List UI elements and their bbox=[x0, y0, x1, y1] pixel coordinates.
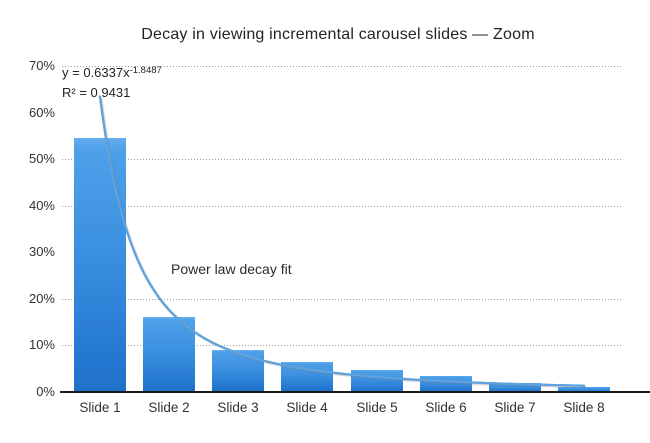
x-tick-label: Slide 1 bbox=[79, 400, 121, 415]
x-tick-label: Slide 6 bbox=[425, 400, 467, 415]
bar-slide-8 bbox=[558, 387, 610, 392]
x-tick-label: Slide 4 bbox=[286, 400, 328, 415]
gridline bbox=[62, 299, 621, 300]
x-tick-label: Slide 2 bbox=[148, 400, 190, 415]
equation-base: y = 0.6337x bbox=[62, 65, 130, 80]
y-tick-label: 0% bbox=[36, 384, 55, 399]
equation-r-squared: R² = 0.9431 bbox=[62, 85, 131, 100]
bar-slide-2 bbox=[143, 317, 195, 392]
y-tick-label: 70% bbox=[28, 58, 55, 73]
bar-slide-4 bbox=[281, 362, 333, 392]
y-tick-label: 40% bbox=[28, 198, 55, 213]
x-axis-line bbox=[60, 391, 650, 393]
y-tick-label: 30% bbox=[28, 244, 55, 259]
y-tick-label: 10% bbox=[28, 337, 55, 352]
gridline bbox=[62, 66, 621, 67]
x-tick-label: Slide 7 bbox=[494, 400, 536, 415]
x-tick-label: Slide 8 bbox=[563, 400, 605, 415]
bar-slide-3 bbox=[212, 350, 264, 392]
x-tick-label: Slide 5 bbox=[356, 400, 398, 415]
bar-slide-5 bbox=[351, 370, 403, 392]
equation-line: y = 0.6337x-1.8487 bbox=[62, 61, 162, 83]
trendline-label: Power law decay fit bbox=[171, 261, 292, 277]
gridline bbox=[62, 206, 621, 207]
equation-exponent: -1.8487 bbox=[129, 65, 162, 76]
chart-title: Decay in viewing incremental carousel sl… bbox=[141, 26, 535, 43]
bar-slide-7 bbox=[489, 383, 541, 392]
bar-slide-1 bbox=[74, 138, 126, 392]
trendline-equation: y = 0.6337x-1.8487 R² = 0.9431 bbox=[62, 61, 162, 103]
y-tick-label: 60% bbox=[28, 105, 55, 120]
bar-slide-6 bbox=[420, 376, 472, 392]
gridline bbox=[62, 159, 621, 160]
y-tick-label: 20% bbox=[28, 291, 55, 306]
x-tick-label: Slide 3 bbox=[217, 400, 259, 415]
y-tick-label: 50% bbox=[28, 151, 55, 166]
